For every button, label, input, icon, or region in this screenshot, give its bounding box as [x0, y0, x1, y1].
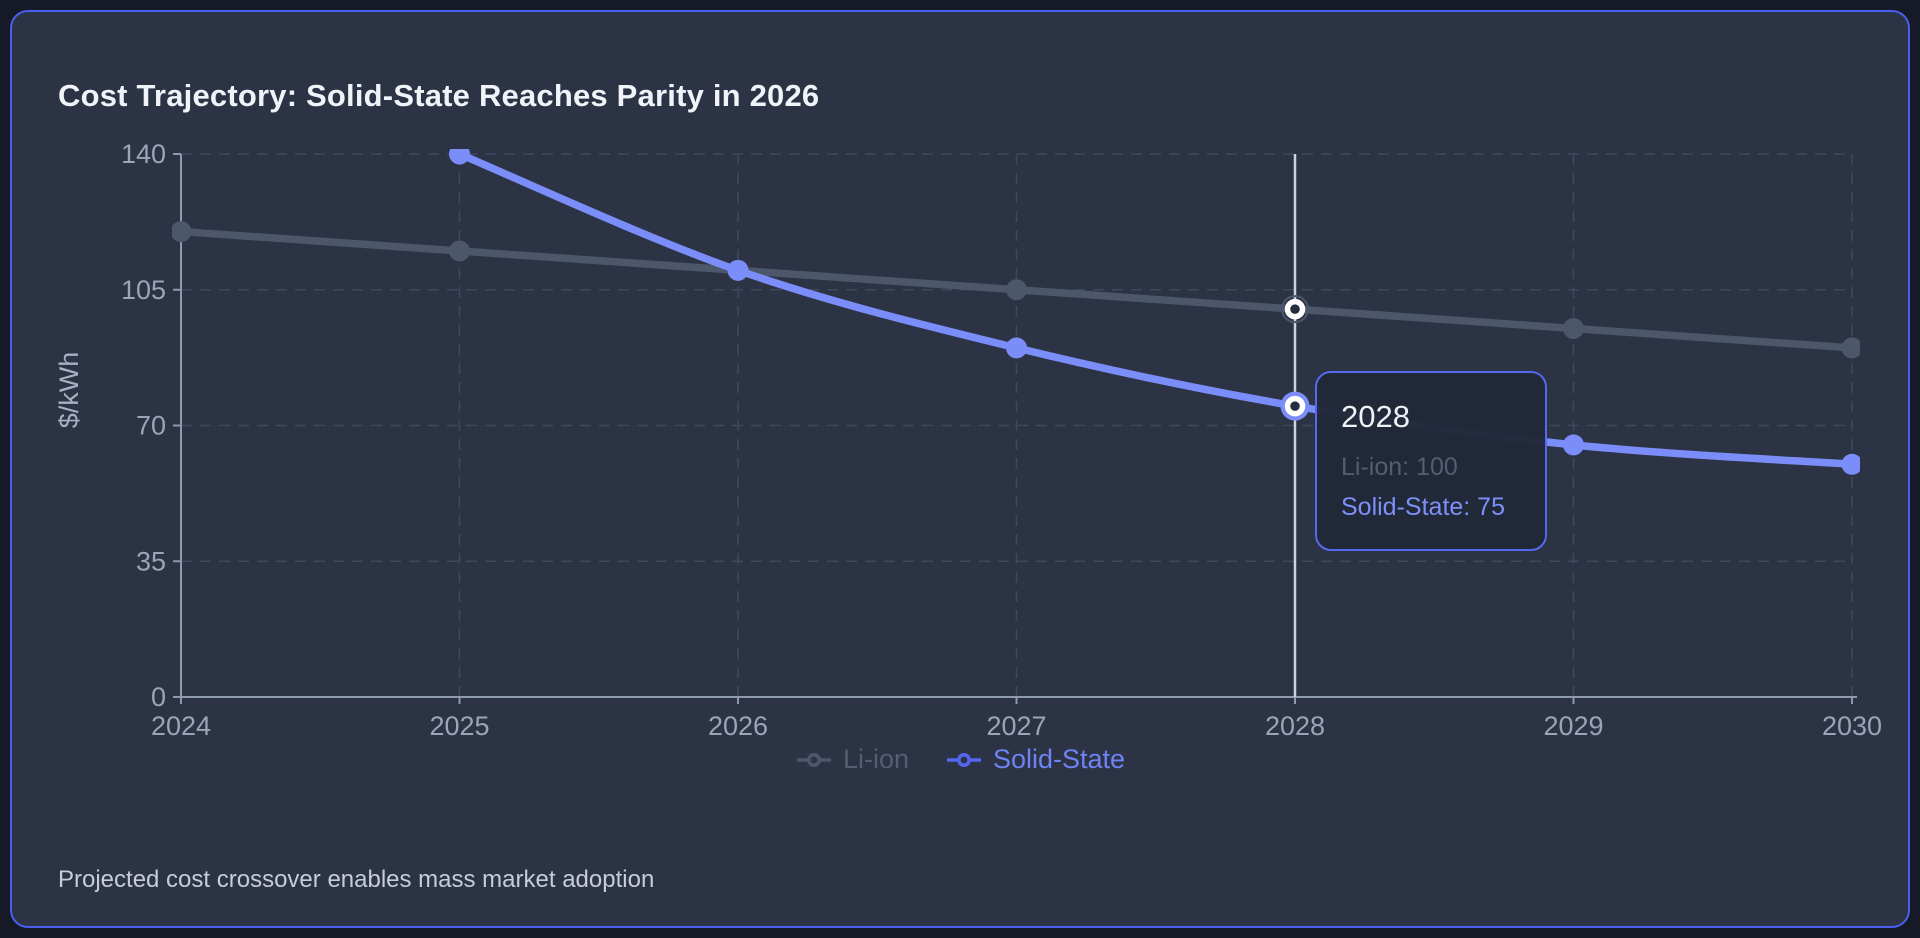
tooltip-row: Li-ion: 100	[1341, 453, 1458, 481]
legend-label: Solid-State	[992, 744, 1126, 774]
tooltip-row: Solid-State: 75	[1341, 493, 1505, 521]
footer-note: Projected cost crossover enables mass ma…	[58, 866, 655, 893]
x-tick-label: 2030	[1822, 711, 1882, 741]
legend-line-marker-icon	[946, 752, 981, 767]
legend-item-solid-state[interactable]: Solid-State	[945, 744, 1125, 775]
tooltip-title: 2028	[1341, 399, 1410, 434]
x-tick-label: 2028	[1265, 711, 1325, 741]
y-axis-title: $/kWh	[54, 352, 84, 429]
y-tick-label: 35	[136, 546, 166, 576]
legend-line-marker-icon	[796, 752, 831, 767]
legend-label: Li-ion	[842, 744, 909, 774]
tooltip-rows: Li-ion: 100 Solid-State: 75	[1341, 453, 1521, 522]
y-tick-label: 70	[136, 411, 166, 441]
tooltip: 2028 Li-ion: 100 Solid-State: 75	[1315, 371, 1547, 551]
x-tick-label: 2027	[986, 711, 1046, 741]
x-tick-label: 2026	[708, 711, 768, 741]
y-tick-label: 105	[121, 275, 166, 305]
x-tick-label: 2025	[429, 711, 489, 741]
legend-item-li-ion[interactable]: Li-ion	[795, 744, 909, 775]
y-tick-label: 140	[121, 139, 166, 169]
x-tick-label: 2029	[1543, 711, 1603, 741]
page-title: Cost Trajectory: Solid-State Reaches Par…	[58, 77, 820, 113]
x-tick-label: 2024	[151, 711, 211, 741]
y-tick-label: 0	[151, 682, 166, 712]
chart-card	[10, 10, 1910, 928]
chart-legend: Li-ion Solid-State	[0, 744, 1920, 775]
